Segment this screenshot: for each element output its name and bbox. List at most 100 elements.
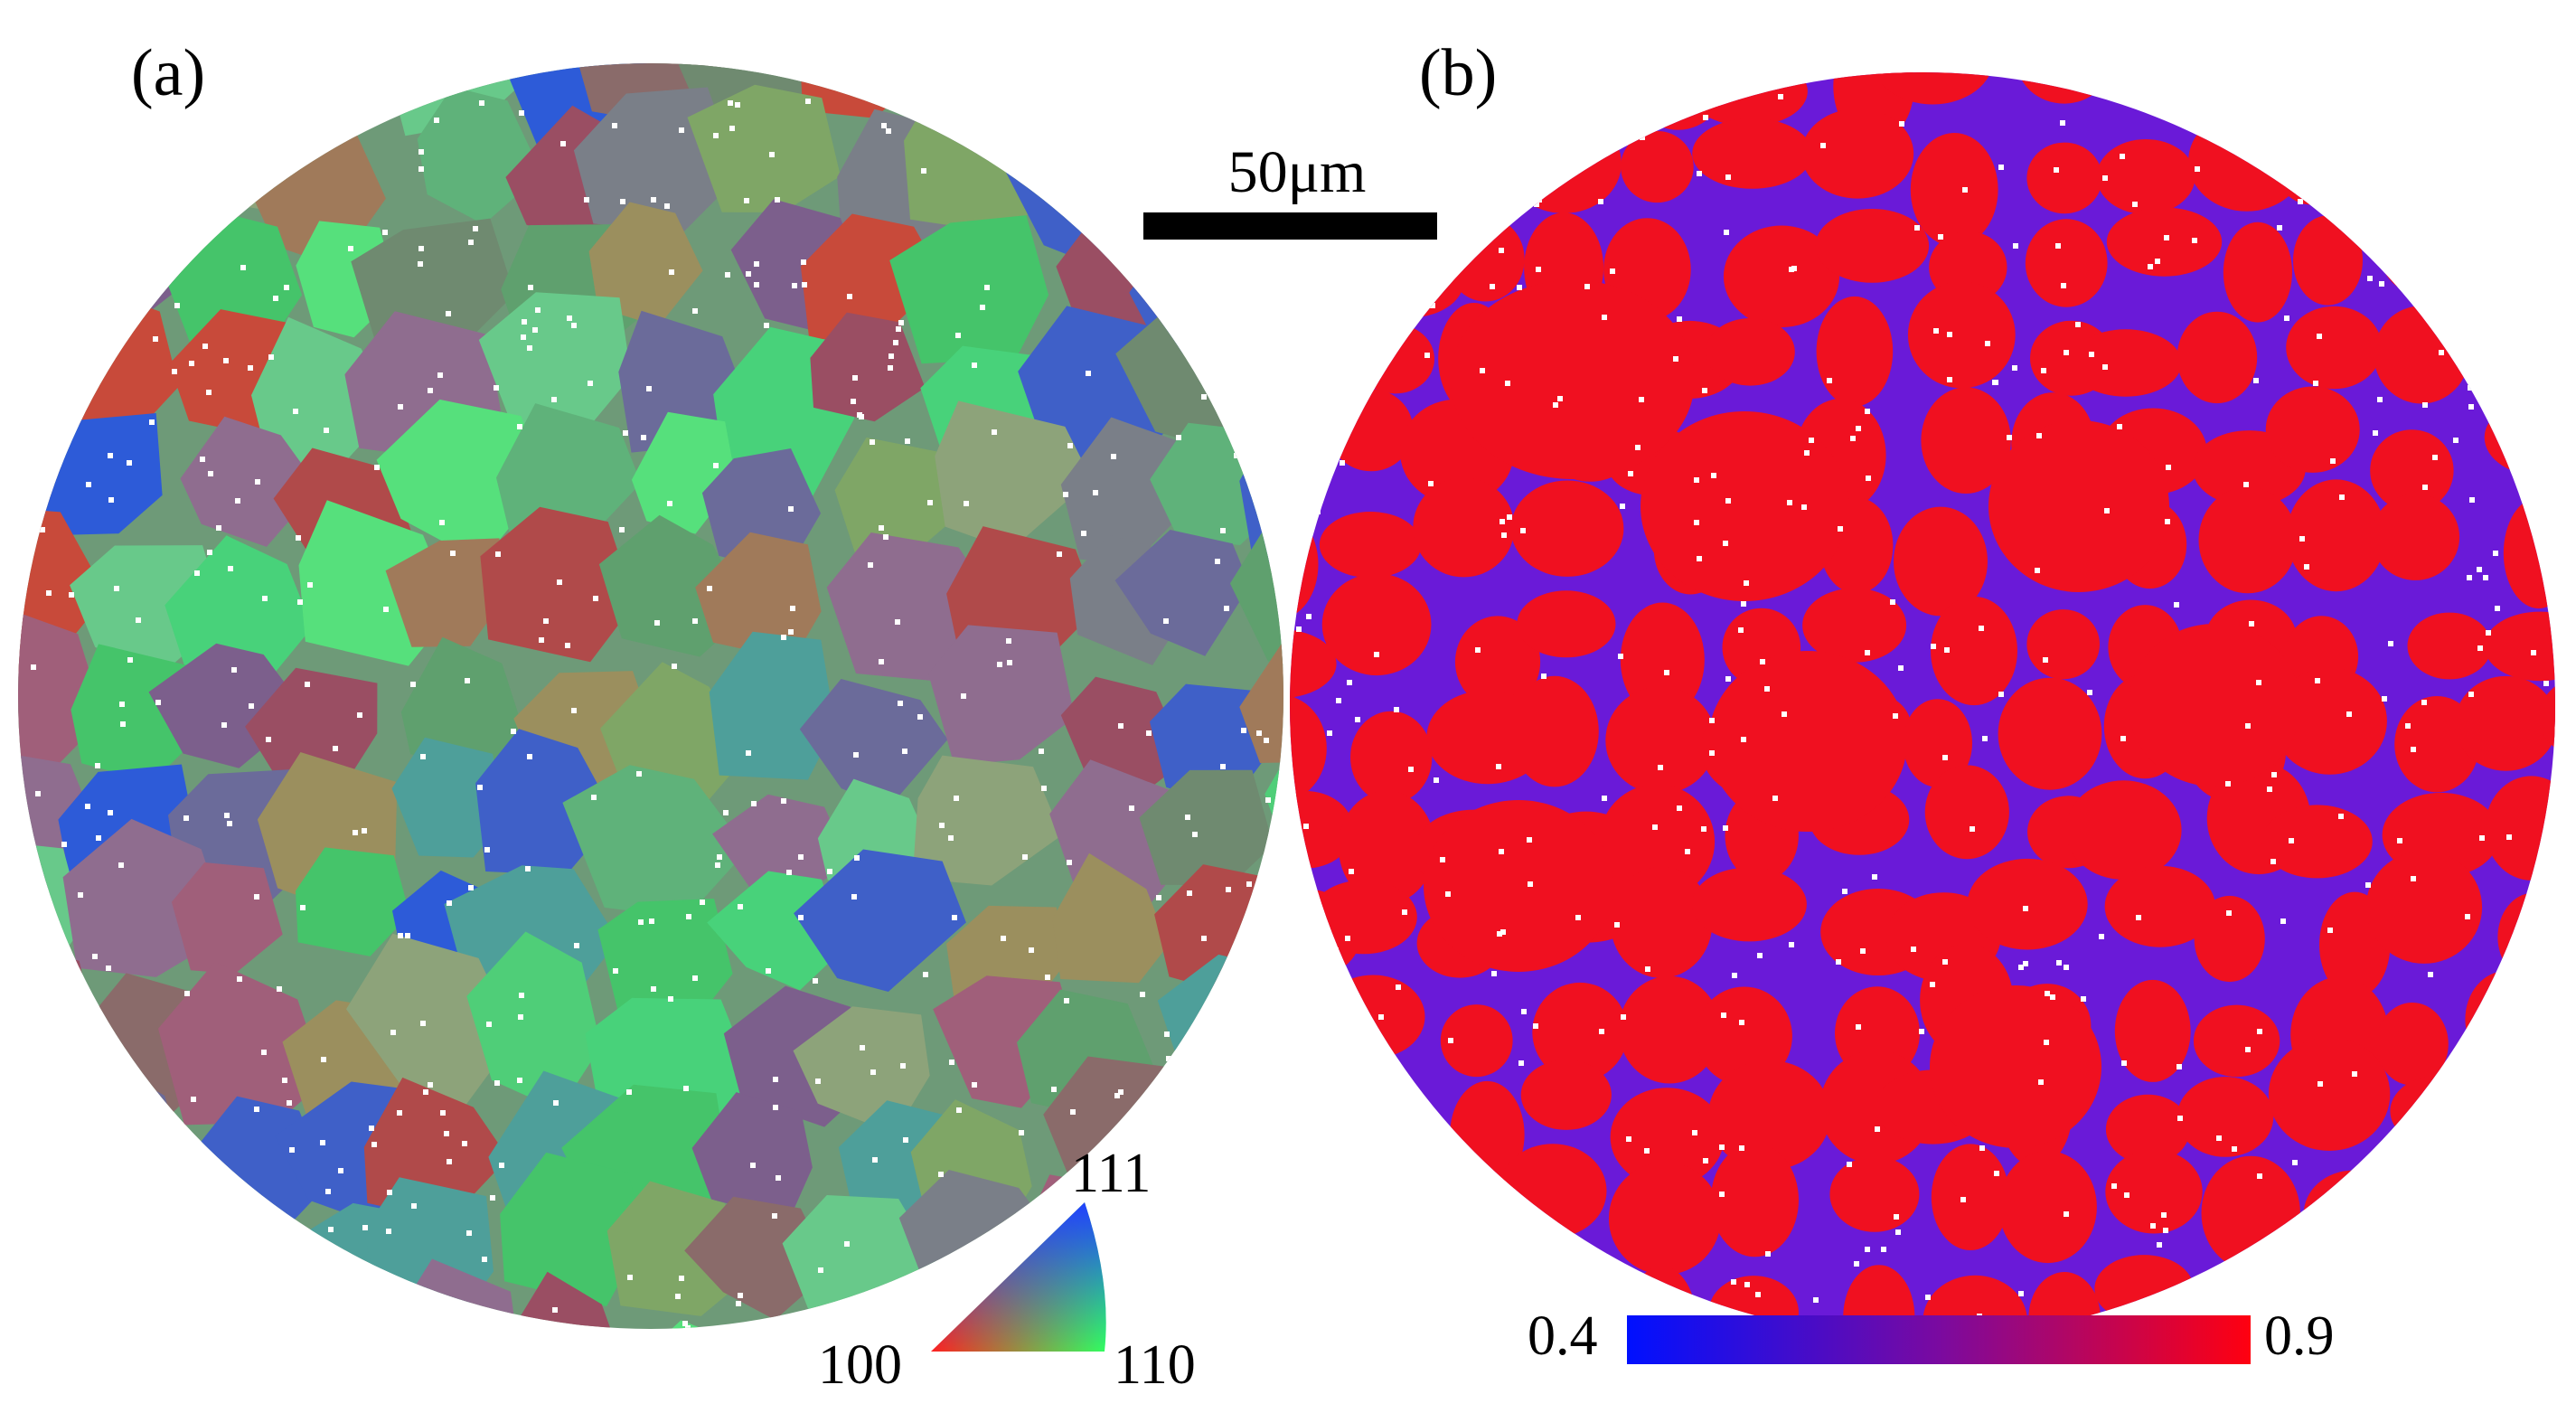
speckle bbox=[410, 72, 416, 78]
grain bbox=[1728, 1383, 1798, 1413]
grain bbox=[1290, 628, 1337, 699]
speckle bbox=[1536, 267, 1541, 272]
grain bbox=[588, 202, 703, 326]
speckle bbox=[1234, 453, 1239, 458]
speckle bbox=[1358, 1320, 1363, 1325]
speckle bbox=[2104, 508, 2110, 513]
speckle bbox=[2132, 202, 2138, 207]
grain bbox=[1465, 0, 1534, 6]
speckle bbox=[398, 404, 403, 410]
grain bbox=[400, 636, 525, 771]
speckle bbox=[369, 1126, 374, 1131]
speckle bbox=[1524, 1232, 1529, 1238]
speckle bbox=[1497, 931, 1502, 937]
speckle bbox=[612, 123, 617, 128]
grain bbox=[2198, 486, 2298, 594]
speckle bbox=[1391, 1219, 1396, 1224]
speckle bbox=[72, 185, 78, 191]
speckle bbox=[1866, 476, 1871, 481]
grain bbox=[264, 1272, 448, 1329]
speckle bbox=[686, 914, 691, 919]
speckle bbox=[64, 251, 70, 257]
speckle bbox=[1938, 234, 1943, 240]
grain bbox=[2352, 122, 2467, 209]
speckle bbox=[353, 830, 358, 835]
speckle bbox=[2304, 564, 2309, 570]
speckle bbox=[325, 1189, 331, 1194]
speckle bbox=[2451, 161, 2457, 166]
speckle bbox=[120, 721, 126, 727]
grain bbox=[1619, 975, 1721, 1084]
speckle bbox=[1895, 1229, 1901, 1235]
speckle bbox=[1787, 500, 1792, 505]
grain bbox=[2265, 386, 2360, 473]
speckle bbox=[397, 1110, 402, 1116]
speckle bbox=[2458, 1322, 2464, 1327]
speckle bbox=[1765, 1251, 1771, 1257]
speckle bbox=[106, 966, 111, 971]
speckle bbox=[1167, 1286, 1172, 1291]
speckle bbox=[165, 1111, 170, 1116]
speckle bbox=[1134, 1213, 1140, 1219]
speckle bbox=[2271, 772, 2277, 777]
speckle bbox=[187, 227, 193, 232]
speckle bbox=[450, 551, 456, 556]
speckle bbox=[1557, 396, 1563, 401]
speckle bbox=[2525, 1070, 2531, 1076]
speckle bbox=[692, 308, 698, 314]
speckle bbox=[2064, 350, 2069, 355]
speckle bbox=[1820, 143, 1826, 148]
speckle bbox=[1164, 1031, 1170, 1037]
speckle bbox=[792, 283, 797, 288]
speckle bbox=[827, 869, 832, 874]
grain bbox=[1329, 389, 1414, 472]
grain bbox=[2407, 612, 2492, 680]
speckle bbox=[980, 305, 985, 310]
speckle bbox=[798, 854, 804, 860]
speckle bbox=[769, 152, 775, 157]
speckle bbox=[206, 390, 212, 395]
speckle bbox=[1534, 202, 1539, 207]
speckle bbox=[620, 199, 625, 204]
speckle bbox=[1725, 676, 1731, 682]
speckle bbox=[1246, 881, 1252, 887]
speckle bbox=[1176, 435, 1181, 440]
speckle bbox=[859, 414, 864, 419]
speckle bbox=[905, 438, 910, 444]
grain bbox=[1431, 1256, 1521, 1338]
speckle bbox=[2339, 495, 2345, 500]
grain bbox=[1229, 508, 1283, 680]
speckle bbox=[1757, 953, 1763, 958]
speckle bbox=[2117, 424, 2122, 429]
speckle bbox=[1505, 381, 1510, 386]
speckle bbox=[1333, 947, 1339, 953]
speckle bbox=[669, 269, 674, 275]
speckle bbox=[1739, 1020, 1744, 1025]
grain bbox=[2065, 780, 2182, 881]
grain bbox=[2376, 1003, 2449, 1086]
speckle bbox=[898, 701, 903, 706]
speckle bbox=[387, 1190, 392, 1195]
speckle bbox=[2043, 657, 2048, 663]
speckle bbox=[223, 358, 229, 363]
speckle bbox=[237, 976, 242, 982]
speckle bbox=[619, 527, 625, 532]
speckle bbox=[723, 810, 729, 815]
grain bbox=[2026, 609, 2100, 680]
speckle bbox=[2192, 238, 2197, 243]
speckle bbox=[235, 498, 240, 504]
speckle bbox=[307, 582, 313, 588]
speckle bbox=[917, 714, 923, 720]
grain bbox=[417, 87, 542, 225]
speckle bbox=[1813, 1297, 1819, 1303]
speckle bbox=[2468, 385, 2473, 391]
grain bbox=[469, 0, 618, 22]
speckle bbox=[86, 1048, 91, 1053]
speckle bbox=[2176, 1064, 2182, 1069]
speckle bbox=[287, 1100, 292, 1106]
speckle bbox=[1151, 189, 1156, 194]
grain bbox=[684, 1196, 832, 1320]
grain bbox=[1319, 512, 1422, 579]
speckle bbox=[1979, 626, 1984, 631]
speckle bbox=[1346, 380, 1351, 385]
